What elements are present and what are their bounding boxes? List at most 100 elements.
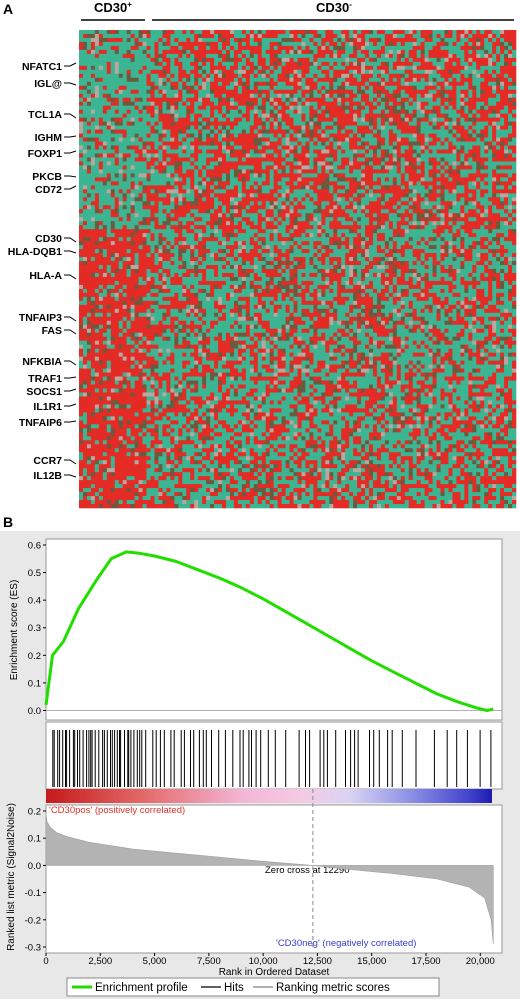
heatmap-cell [250, 94, 254, 98]
heatmap-cell [425, 78, 429, 82]
heatmap-cell [444, 185, 448, 189]
heatmap-cell [333, 197, 337, 201]
heatmap-cell [206, 185, 210, 189]
heatmap-cell [254, 114, 258, 118]
heatmap-cell [508, 197, 512, 201]
heatmap-cell [417, 142, 421, 146]
heatmap-cell [79, 209, 83, 213]
heatmap-cell [198, 126, 202, 130]
heatmap-cell [87, 70, 91, 74]
heatmap-cell [500, 106, 504, 110]
heatmap-cell [301, 138, 305, 142]
heatmap-cell [381, 130, 385, 134]
heatmap-cell [119, 58, 123, 62]
heatmap-cell [278, 161, 282, 165]
heatmap-cell [115, 122, 119, 126]
heatmap-cell [135, 157, 139, 161]
heatmap-cell [246, 197, 250, 201]
heatmap-cell [139, 50, 143, 54]
heatmap-cell [397, 118, 401, 122]
heatmap-cell [365, 66, 369, 70]
heatmap-cell [182, 42, 186, 46]
heatmap-cell [250, 42, 254, 46]
heatmap-cell [385, 98, 389, 102]
heatmap-cell [286, 118, 290, 122]
group-label-cd30pos: CD30+ [94, 0, 132, 15]
heatmap-cell [484, 193, 488, 197]
heatmap-cell [178, 94, 182, 98]
heatmap-cell [119, 46, 123, 50]
heatmap-cell [158, 153, 162, 157]
heatmap-cell [452, 78, 456, 82]
heatmap-cell [309, 122, 313, 126]
heatmap-cell [341, 185, 345, 189]
heatmap-cell [417, 106, 421, 110]
heatmap-cell [369, 118, 373, 122]
heatmap-cell [504, 42, 508, 46]
heatmap-cell [333, 78, 337, 82]
heatmap-cell [234, 58, 238, 62]
heatmap-cell [83, 153, 87, 157]
heatmap-cell [174, 110, 178, 114]
heatmap-cell [401, 58, 405, 62]
heatmap-cell [151, 189, 155, 193]
heatmap-cell [154, 150, 158, 154]
heatmap-cell [329, 157, 333, 161]
heatmap-cell [151, 177, 155, 181]
heatmap-cell [504, 46, 508, 50]
heatmap-cell [206, 102, 210, 106]
heatmap-cell [250, 193, 254, 197]
heatmap-cell [313, 169, 317, 173]
heatmap-cell [190, 42, 194, 46]
heatmap-cell [460, 94, 464, 98]
heatmap-cell [353, 58, 357, 62]
heatmap-cell [266, 66, 270, 70]
heatmap-cell [397, 146, 401, 150]
heatmap-cell [369, 134, 373, 138]
heatmap-cell [170, 165, 174, 169]
heatmap-cell [278, 138, 282, 142]
heatmap-cell [154, 189, 158, 193]
heatmap-cell [91, 165, 95, 169]
heatmap-cell [139, 58, 143, 62]
heatmap-cell [337, 205, 341, 209]
heatmap-cell [298, 153, 302, 157]
heatmap-cell [504, 74, 508, 78]
heatmap-cell [504, 177, 508, 181]
heatmap-cell [143, 106, 147, 110]
heatmap-cell [397, 181, 401, 185]
heatmap-cell [496, 78, 500, 82]
heatmap-cell [79, 150, 83, 154]
heatmap-cell [508, 114, 512, 118]
heatmap-cell [290, 94, 294, 98]
heatmap-cell [298, 106, 302, 110]
heatmap-cell [198, 58, 202, 62]
heatmap-cell [488, 169, 492, 173]
heatmap-cell [329, 114, 333, 118]
heatmap-cell [401, 130, 405, 134]
heatmap-cell [401, 102, 405, 106]
heatmap-cell [369, 169, 373, 173]
heatmap-cell [337, 50, 341, 54]
heatmap-cell [317, 146, 321, 150]
heatmap-cell [313, 102, 317, 106]
heatmap-cell [393, 161, 397, 165]
heatmap-cell [468, 94, 472, 98]
heatmap-cell [484, 197, 488, 201]
heatmap-cell [413, 177, 417, 181]
heatmap-cell [266, 146, 270, 150]
heatmap-cell [95, 90, 99, 94]
heatmap-cell [174, 173, 178, 177]
heatmap-cell [496, 189, 500, 193]
heatmap-cell [504, 189, 508, 193]
heatmap-cell [421, 114, 425, 118]
heatmap-cell [210, 189, 214, 193]
heatmap-cell [202, 189, 206, 193]
heatmap-cell [353, 42, 357, 46]
heatmap-cell [87, 205, 91, 209]
heatmap-cell [456, 185, 460, 189]
heatmap-cell [234, 110, 238, 114]
heatmap-cell [488, 86, 492, 90]
heatmap-cell [405, 165, 409, 169]
heatmap-cell [103, 122, 107, 126]
